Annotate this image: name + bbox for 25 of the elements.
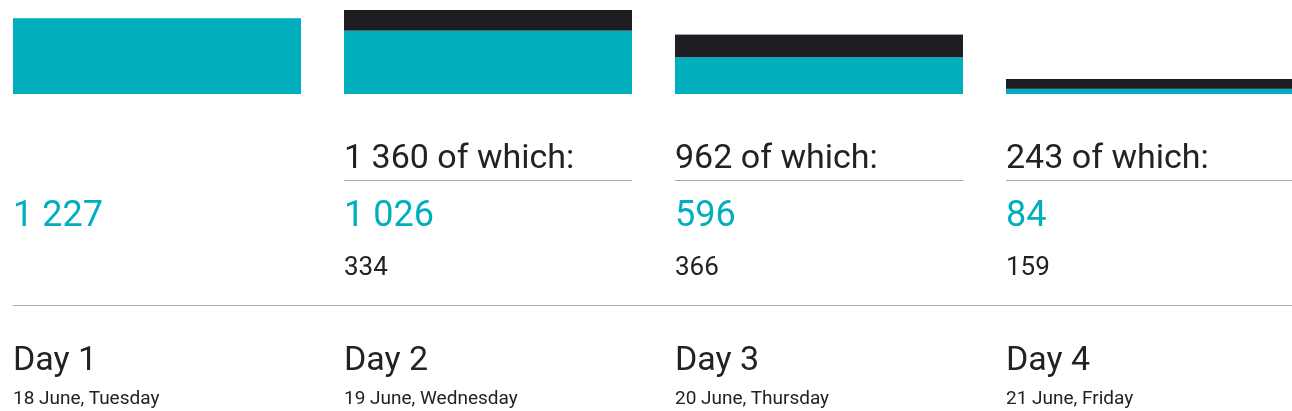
bar [1006, 88, 1292, 94]
data-label: 1 227 [13, 193, 103, 235]
data-label: 366 [675, 251, 719, 281]
text: 21 June, Friday [1006, 386, 1134, 409]
total-label: 243 of which: [1006, 136, 1209, 176]
data-label: 159 [1006, 251, 1050, 281]
x-tick-label: Day 2 [344, 338, 429, 378]
data-label: 596 [675, 193, 736, 235]
data-label: 84 [1006, 193, 1047, 235]
x-tick-label: Day 4 [1006, 338, 1091, 378]
text: 19 June, Wednesday [344, 386, 518, 409]
bar [675, 57, 963, 94]
total-label: 1 360 of which: [344, 136, 575, 176]
text: 18 June, Tuesday [13, 386, 160, 409]
bar [13, 18, 301, 94]
total-label: 962 of which: [675, 136, 878, 176]
data-label: 1 026 [344, 193, 434, 235]
bar [344, 10, 632, 31]
x-tick-label: Day 3 [675, 338, 760, 378]
bar [675, 34, 963, 58]
bar [344, 30, 632, 94]
bar [1006, 78, 1292, 89]
data-label: 334 [344, 251, 389, 281]
text: 20 June, Thursday [675, 386, 830, 409]
x-tick-label: Day 1 [13, 338, 98, 378]
